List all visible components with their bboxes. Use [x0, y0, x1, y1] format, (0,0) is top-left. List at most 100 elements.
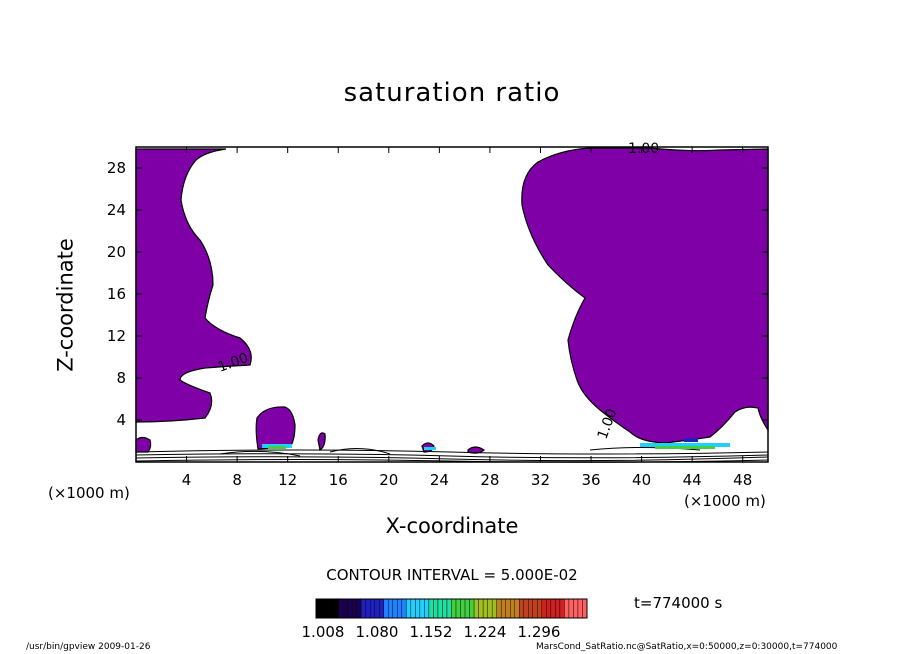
y-tick-label: 12: [107, 327, 126, 345]
x-tick-label: 44: [683, 471, 702, 489]
footer-right: MarsCond_SatRatio.nc@SatRatio,x=0:50000,…: [536, 642, 838, 652]
left-supersaturated-region: [135, 148, 252, 423]
surface-color-patches: [262, 438, 730, 450]
x-tick-label: 28: [480, 471, 499, 489]
plot-frame: [135, 146, 769, 463]
colorbar-cell: [338, 598, 344, 619]
y-tick-label: 28: [107, 159, 126, 177]
colorbar-cell: [446, 598, 452, 619]
y-axis: 4 8 12 16 20 24 28: [107, 159, 768, 429]
colorbar-cell: [582, 598, 588, 619]
colorbar-cell: [406, 598, 412, 619]
y-tick-label: 16: [107, 285, 126, 303]
colorbar-cell: [523, 598, 529, 619]
chart-title: saturation ratio: [343, 78, 561, 108]
colorbar-cell: [383, 598, 389, 619]
cloud-blob-15: [317, 432, 326, 451]
colorbar-cell: [564, 598, 570, 619]
colorbar-cell: [528, 598, 533, 619]
colorbar-cell: [415, 598, 421, 619]
x-tick-label: 40: [632, 471, 651, 489]
colorbar-cell: [577, 598, 583, 619]
colorbar-cell: [379, 598, 384, 619]
x-axis: 4 8 12 16 20 24 28 32 36 40 44 48: [182, 147, 752, 489]
right-supersaturated-region: [521, 147, 769, 444]
contour-interval-label: CONTOUR INTERVAL = 5.000E-02: [326, 566, 578, 584]
colorbar-cell: [573, 598, 579, 619]
colorbar-cell: [478, 598, 484, 619]
colorbar-cell: [365, 598, 371, 619]
y-tick-label: 20: [107, 243, 126, 261]
colorbar-cell: [424, 598, 430, 619]
colorbar-cell: [460, 598, 466, 619]
colorbar-cell: [333, 598, 339, 619]
colorbar-cell: [537, 598, 543, 619]
colorbar-cell: [370, 598, 375, 619]
colorbar-cell: [500, 598, 506, 619]
colorbar-cell: [351, 598, 357, 619]
colorbar-cell: [388, 598, 393, 619]
colorbar-tick-label: 1.152: [410, 623, 453, 641]
colorbar-tick-label: 1.080: [356, 623, 399, 641]
x-tick-label: 36: [581, 471, 600, 489]
colorbar-cell: [356, 598, 362, 619]
colorbar-tick-label: 1.296: [518, 623, 561, 641]
z-unit-label: (×1000 m): [48, 484, 130, 502]
x-tick-label: 16: [329, 471, 348, 489]
colorbar-cell: [496, 598, 502, 619]
x-tick-label: 32: [531, 471, 550, 489]
colorbar: 1.008 1.080 1.152 1.224 1.296: [302, 598, 588, 641]
colorbar-cell: [397, 598, 403, 619]
colorbar-cell: [455, 598, 461, 619]
colorbar-cell: [568, 598, 574, 619]
x-tick-label: 8: [232, 471, 242, 489]
colorbar-frame: [315, 598, 588, 619]
colorbar-cell: [324, 598, 330, 619]
contour-label-top: 1.00: [628, 141, 659, 157]
cloud-blob-4: [135, 436, 152, 453]
y-axis-label: Z-coordinate: [53, 238, 78, 372]
colorbar-cell: [555, 598, 561, 619]
colorbar-cell: [374, 598, 380, 619]
colorbar-cell: [487, 598, 493, 619]
filled-regions: [135, 147, 769, 454]
colorbar-cell: [442, 598, 448, 619]
y-tick-label: 8: [116, 369, 126, 387]
colorbar-cell: [541, 598, 547, 619]
x-tick-label: 48: [733, 471, 752, 489]
colorbar-cell: [464, 598, 470, 619]
colorbar-cell: [419, 598, 425, 619]
colorbar-cell: [433, 598, 439, 619]
colorbar-cell: [546, 598, 552, 619]
y-tick-label: 24: [107, 201, 126, 219]
colorbar-cell: [315, 598, 321, 619]
colorbar-cell: [342, 598, 348, 619]
x-tick-label: 4: [182, 471, 192, 489]
colorbar-cell: [360, 598, 366, 619]
colorbar-cell: [550, 598, 556, 619]
cloud-blob-12: [255, 406, 296, 450]
colorbar-cell: [437, 598, 443, 619]
colorbar-cell: [320, 598, 326, 619]
colorbar-cell: [428, 598, 434, 619]
x-tick-label: 12: [278, 471, 297, 489]
colorbar-cell: [392, 598, 398, 619]
colorbar-cell: [401, 598, 407, 619]
footer-left: /usr/bin/gpview 2009-01-26: [26, 642, 151, 652]
colorbar-cell: [491, 598, 497, 619]
x-axis-label: X-coordinate: [385, 514, 519, 538]
colorbar-cell: [347, 598, 353, 619]
colorbar-cell: [510, 598, 515, 619]
colorbar-cell: [451, 598, 457, 619]
colorbar-cell: [559, 598, 565, 619]
surface-contours: [135, 447, 769, 463]
time-label: t=774000 s: [634, 594, 723, 612]
colorbar-cell: [519, 598, 524, 619]
colorbar-cell: [410, 598, 416, 619]
colorbar-cell: [473, 598, 479, 619]
colorbar-cell: [505, 598, 511, 619]
colorbar-cell: [532, 598, 538, 619]
colorbar-cell: [482, 598, 488, 619]
contour-label-right: 1.00: [595, 407, 621, 442]
